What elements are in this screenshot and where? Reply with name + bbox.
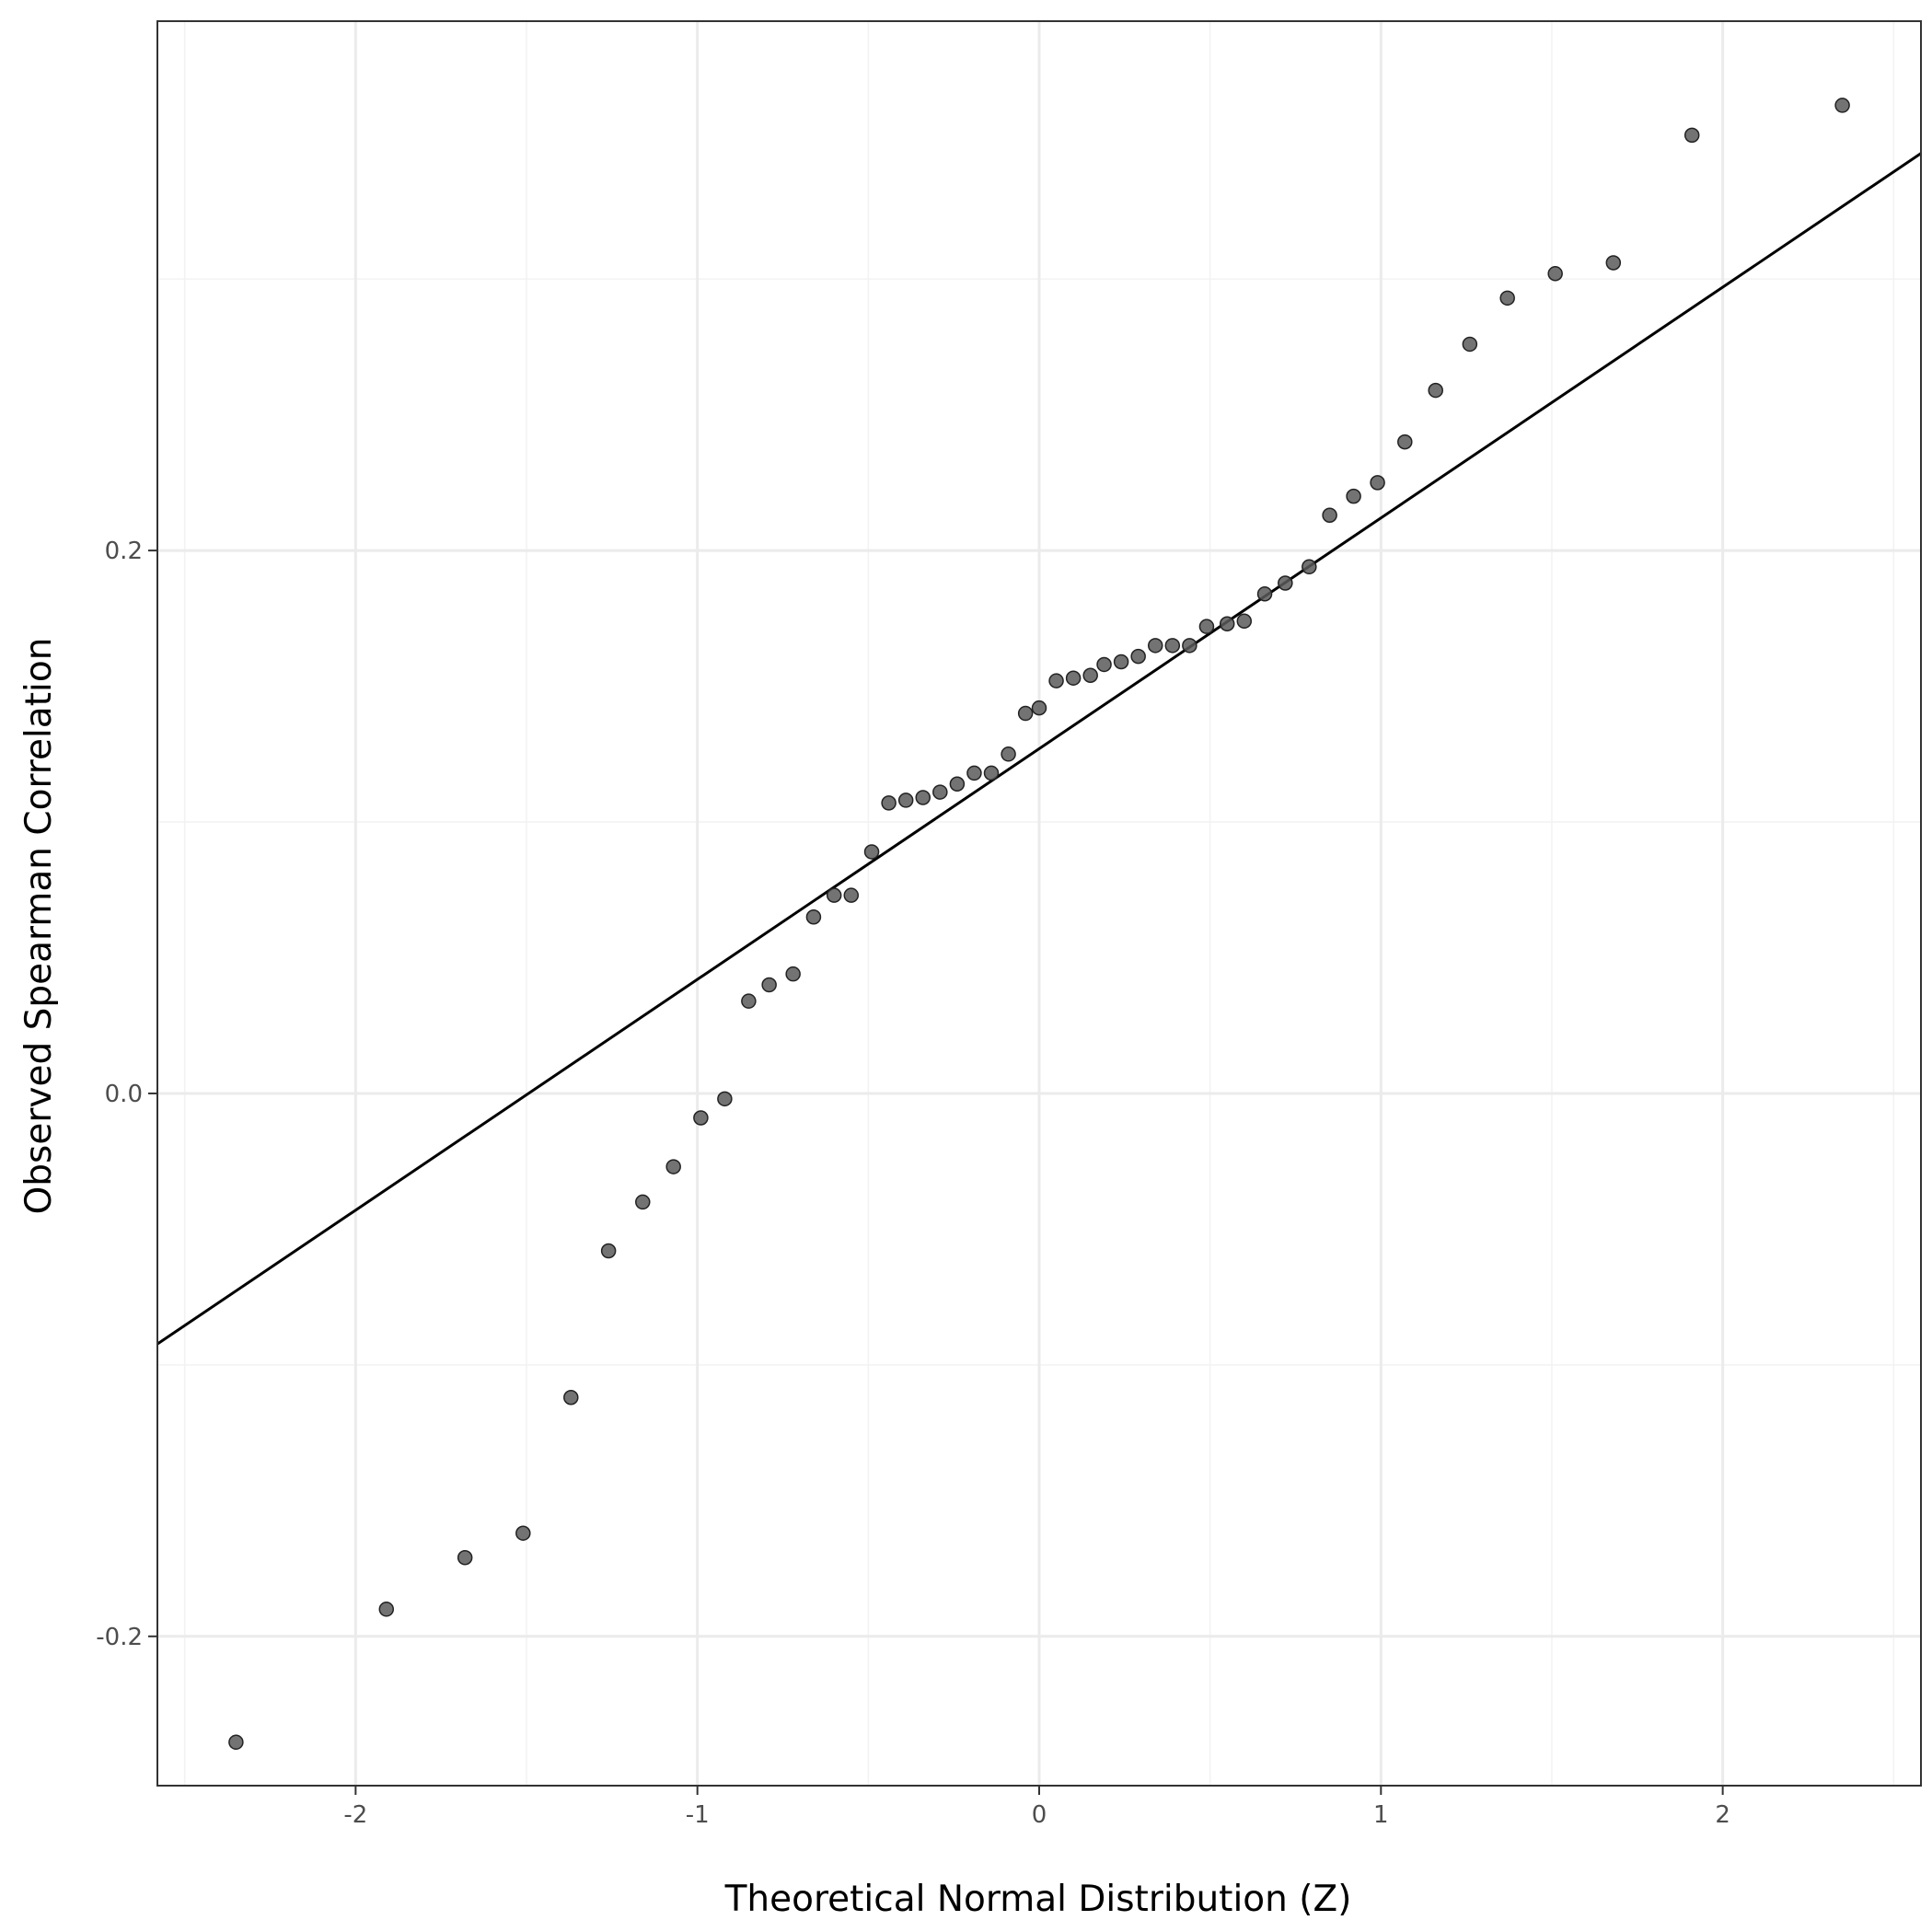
y-axis-title: Observed Spearman Correlation bbox=[18, 638, 60, 1215]
x-tick-label: 1 bbox=[1373, 1801, 1389, 1829]
data-point bbox=[881, 795, 897, 811]
data-point bbox=[1182, 638, 1197, 654]
data-point bbox=[717, 1091, 733, 1107]
data-point bbox=[635, 1194, 651, 1210]
x-tick-label: 0 bbox=[1032, 1801, 1047, 1829]
data-point bbox=[1065, 670, 1082, 686]
data-point bbox=[228, 1734, 244, 1751]
y-tick-label: 0.0 bbox=[105, 1081, 143, 1108]
data-point bbox=[761, 977, 777, 993]
data-point bbox=[1605, 255, 1622, 271]
data-point bbox=[1462, 336, 1478, 353]
data-points bbox=[228, 98, 1850, 1751]
data-point bbox=[1834, 98, 1850, 113]
data-point bbox=[897, 792, 914, 808]
data-point bbox=[843, 887, 860, 903]
data-point bbox=[1113, 654, 1129, 670]
data-point bbox=[1048, 673, 1064, 688]
data-point bbox=[932, 784, 948, 800]
data-point bbox=[1278, 575, 1293, 591]
data-point bbox=[741, 993, 757, 1009]
data-point bbox=[1322, 507, 1337, 524]
data-point bbox=[665, 1159, 681, 1174]
data-point bbox=[1428, 382, 1443, 399]
data-point bbox=[1219, 616, 1235, 631]
data-point bbox=[915, 790, 931, 805]
data-point bbox=[1147, 638, 1163, 654]
data-point bbox=[826, 887, 842, 903]
reference-line-group bbox=[156, 152, 1922, 1346]
data-point bbox=[693, 1110, 709, 1126]
x-axis-title: Theoretical Normal Distribution (Z) bbox=[724, 1879, 1352, 1920]
data-point bbox=[1499, 290, 1515, 307]
data-point bbox=[1198, 619, 1215, 634]
data-point bbox=[949, 776, 966, 792]
data-point bbox=[863, 844, 880, 860]
data-point bbox=[1683, 127, 1700, 144]
y-tick-label: 0.2 bbox=[105, 538, 143, 565]
data-point bbox=[1017, 705, 1034, 722]
data-point bbox=[966, 765, 982, 781]
reference-line bbox=[156, 152, 1922, 1346]
data-point bbox=[1130, 648, 1146, 665]
data-point bbox=[983, 765, 1000, 781]
data-point bbox=[1236, 613, 1253, 630]
major-gridlines bbox=[157, 21, 1921, 1786]
data-point bbox=[805, 908, 822, 925]
data-point bbox=[1256, 586, 1273, 602]
x-axis: -2 -1 0 1 2 bbox=[343, 1786, 1730, 1829]
data-point bbox=[1547, 266, 1563, 282]
data-point bbox=[785, 966, 801, 982]
data-point bbox=[1164, 638, 1181, 654]
y-axis: -0.2 0.0 0.2 bbox=[96, 538, 157, 1651]
data-point bbox=[563, 1390, 579, 1406]
y-tick-label: -0.2 bbox=[96, 1624, 143, 1651]
data-point bbox=[378, 1602, 395, 1617]
data-point bbox=[1001, 746, 1016, 762]
data-point bbox=[1346, 488, 1361, 504]
data-point bbox=[1370, 475, 1385, 491]
x-tick-label: -1 bbox=[686, 1801, 710, 1829]
data-point bbox=[515, 1525, 531, 1541]
data-point bbox=[457, 1550, 473, 1566]
data-point bbox=[1096, 656, 1112, 673]
data-point bbox=[1301, 559, 1317, 575]
x-tick-label: -2 bbox=[343, 1801, 367, 1829]
data-point bbox=[1082, 667, 1098, 684]
data-point bbox=[600, 1243, 617, 1259]
x-tick-label: 2 bbox=[1715, 1801, 1730, 1829]
data-point bbox=[1397, 434, 1413, 450]
data-point bbox=[1031, 700, 1047, 716]
